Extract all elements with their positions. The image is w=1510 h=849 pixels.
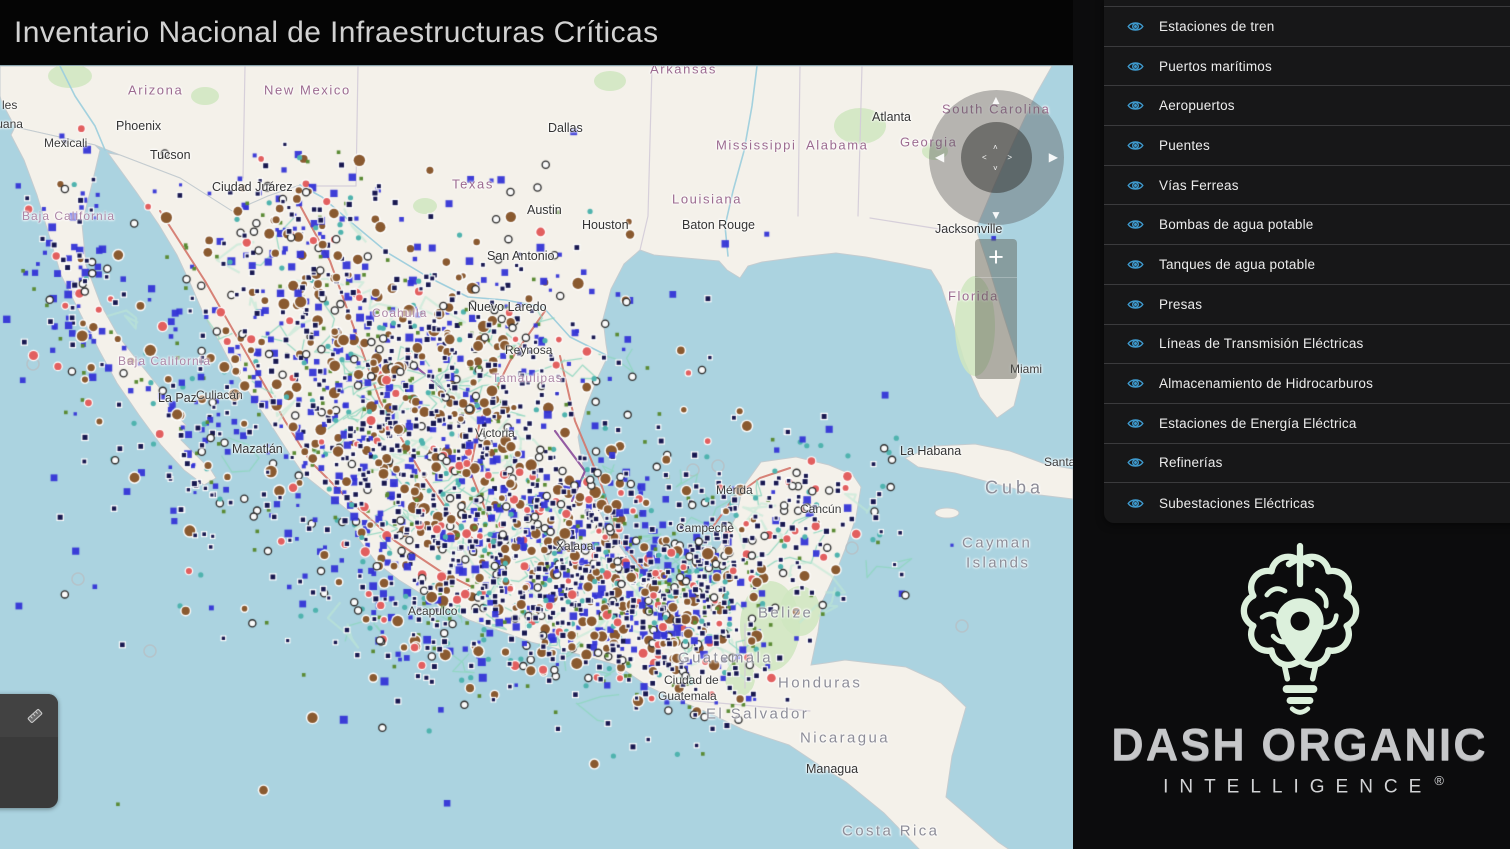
layer-item[interactable]: Aeropuertos	[1104, 86, 1510, 127]
pan-center-button[interactable]: ˄ ˅ ˂ ˃	[982, 143, 1012, 173]
layer-item-label: Estaciones de Energía Eléctrica	[1159, 415, 1357, 431]
layer-item-label: Puertos marítimos	[1159, 58, 1272, 74]
eye-visibility-icon[interactable]	[1127, 139, 1144, 152]
layers-panel: Estaciones de tren Puertos marítimos Aer…	[1104, 0, 1510, 523]
layer-item-label: Puentes	[1159, 137, 1210, 153]
pan-control-inner	[961, 122, 1032, 193]
pan-center-right-icon: ˃	[1007, 153, 1012, 162]
map-canvas[interactable]: lesTijuanaMexicaliArizonaNew MexicoPhoen…	[0, 65, 1073, 849]
pan-up-button[interactable]: ▲	[990, 93, 1002, 107]
right-sidebar: Estaciones de tren Puertos marítimos Aer…	[1073, 0, 1510, 849]
page-title: Inventario Nacional de Infraestructuras …	[14, 15, 659, 49]
pan-control[interactable]: ▲ ▼ ◀ ▶ ˄ ˅ ˂ ˃	[929, 90, 1064, 225]
layer-item[interactable]: Estaciones de Energía Eléctrica	[1104, 404, 1510, 444]
layer-item-label: Refinerías	[1159, 455, 1223, 471]
measure-tool-panel[interactable]	[0, 694, 58, 808]
layer-item-label: Almacenamiento de Hidrocarburos	[1159, 376, 1374, 392]
layer-item-label: Presas	[1159, 296, 1203, 312]
layer-item-label: Aeropuertos	[1159, 98, 1235, 114]
layer-item[interactable]: Refinerías	[1104, 444, 1510, 484]
zoom-bar[interactable]: +	[975, 239, 1017, 379]
layer-item-label: Subestaciones Eléctricas	[1159, 495, 1315, 511]
eye-visibility-icon[interactable]	[1127, 456, 1144, 469]
registered-mark: ®	[1434, 773, 1444, 788]
layer-item-label: Vías Ferreas	[1159, 177, 1239, 193]
pan-right-button[interactable]: ▶	[1048, 150, 1058, 164]
layer-item-label: Estaciones de tren	[1159, 18, 1275, 34]
layer-item[interactable]: Vías Ferreas	[1104, 166, 1510, 206]
layer-item[interactable]: Estaciones de tren	[1104, 7, 1510, 47]
zoom-in-button[interactable]: +	[988, 242, 1004, 272]
zoom-slider-track[interactable]	[975, 277, 1017, 378]
title-bar: Inventario Nacional de Infraestructuras …	[0, 0, 1073, 65]
layer-item[interactable]: Puentes	[1104, 126, 1510, 166]
layer-item-label: Bombas de agua potable	[1159, 217, 1314, 233]
eye-visibility-icon[interactable]	[1127, 417, 1144, 430]
eye-visibility-icon[interactable]	[1127, 20, 1144, 33]
eye-visibility-icon[interactable]	[1127, 99, 1144, 112]
layer-item-label: Tanques de agua potable	[1159, 256, 1316, 272]
layer-item[interactable]: Líneas de Transmisión Eléctricas	[1104, 325, 1510, 365]
brand-block: DASH ORGANIC INTELLIGENCE ®	[1073, 538, 1510, 798]
layer-item[interactable]: Subestaciones Eléctricas	[1104, 483, 1510, 523]
layer-item[interactable]: Almacenamiento de Hidrocarburos	[1104, 364, 1510, 404]
layer-item[interactable]: Tanques de agua potable	[1104, 245, 1510, 285]
brand-subtitle-text: INTELLIGENCE	[1163, 776, 1433, 798]
pan-center-left-icon: ˂	[982, 153, 987, 162]
pan-center-down-icon: ˅	[993, 164, 998, 173]
pan-center-up-icon: ˄	[993, 143, 998, 152]
layer-item-label: Líneas de Transmisión Eléctricas	[1159, 336, 1364, 352]
eye-visibility-icon[interactable]	[1127, 298, 1144, 311]
brand-logo-brain-pin-icon	[1240, 542, 1359, 715]
eye-visibility-icon[interactable]	[1127, 258, 1144, 271]
pan-down-button[interactable]: ▼	[990, 208, 1002, 222]
eye-visibility-icon[interactable]	[1127, 179, 1144, 192]
measure-tool-header	[0, 694, 58, 737]
eye-visibility-icon[interactable]	[1127, 60, 1144, 73]
eye-visibility-icon[interactable]	[1127, 218, 1144, 231]
pan-left-button[interactable]: ◀	[935, 150, 945, 164]
layer-item[interactable]: Bombas de agua potable	[1104, 205, 1510, 246]
layer-item[interactable]: Presas	[1104, 285, 1510, 325]
ruler-icon[interactable]	[26, 707, 44, 725]
brand-name: DASH ORGANIC	[1111, 719, 1488, 770]
eye-visibility-icon[interactable]	[1127, 377, 1144, 390]
eye-visibility-icon[interactable]	[1127, 497, 1144, 510]
brand-subtitle: INTELLIGENCE ®	[1163, 773, 1444, 798]
map-dots-layer	[0, 66, 1073, 849]
map-region: Inventario Nacional de Infraestructuras …	[0, 0, 1073, 849]
layer-item[interactable]: Puertos marítimos	[1104, 47, 1510, 87]
layers-panel-divider	[1104, 6, 1510, 7]
eye-visibility-icon[interactable]	[1127, 337, 1144, 350]
